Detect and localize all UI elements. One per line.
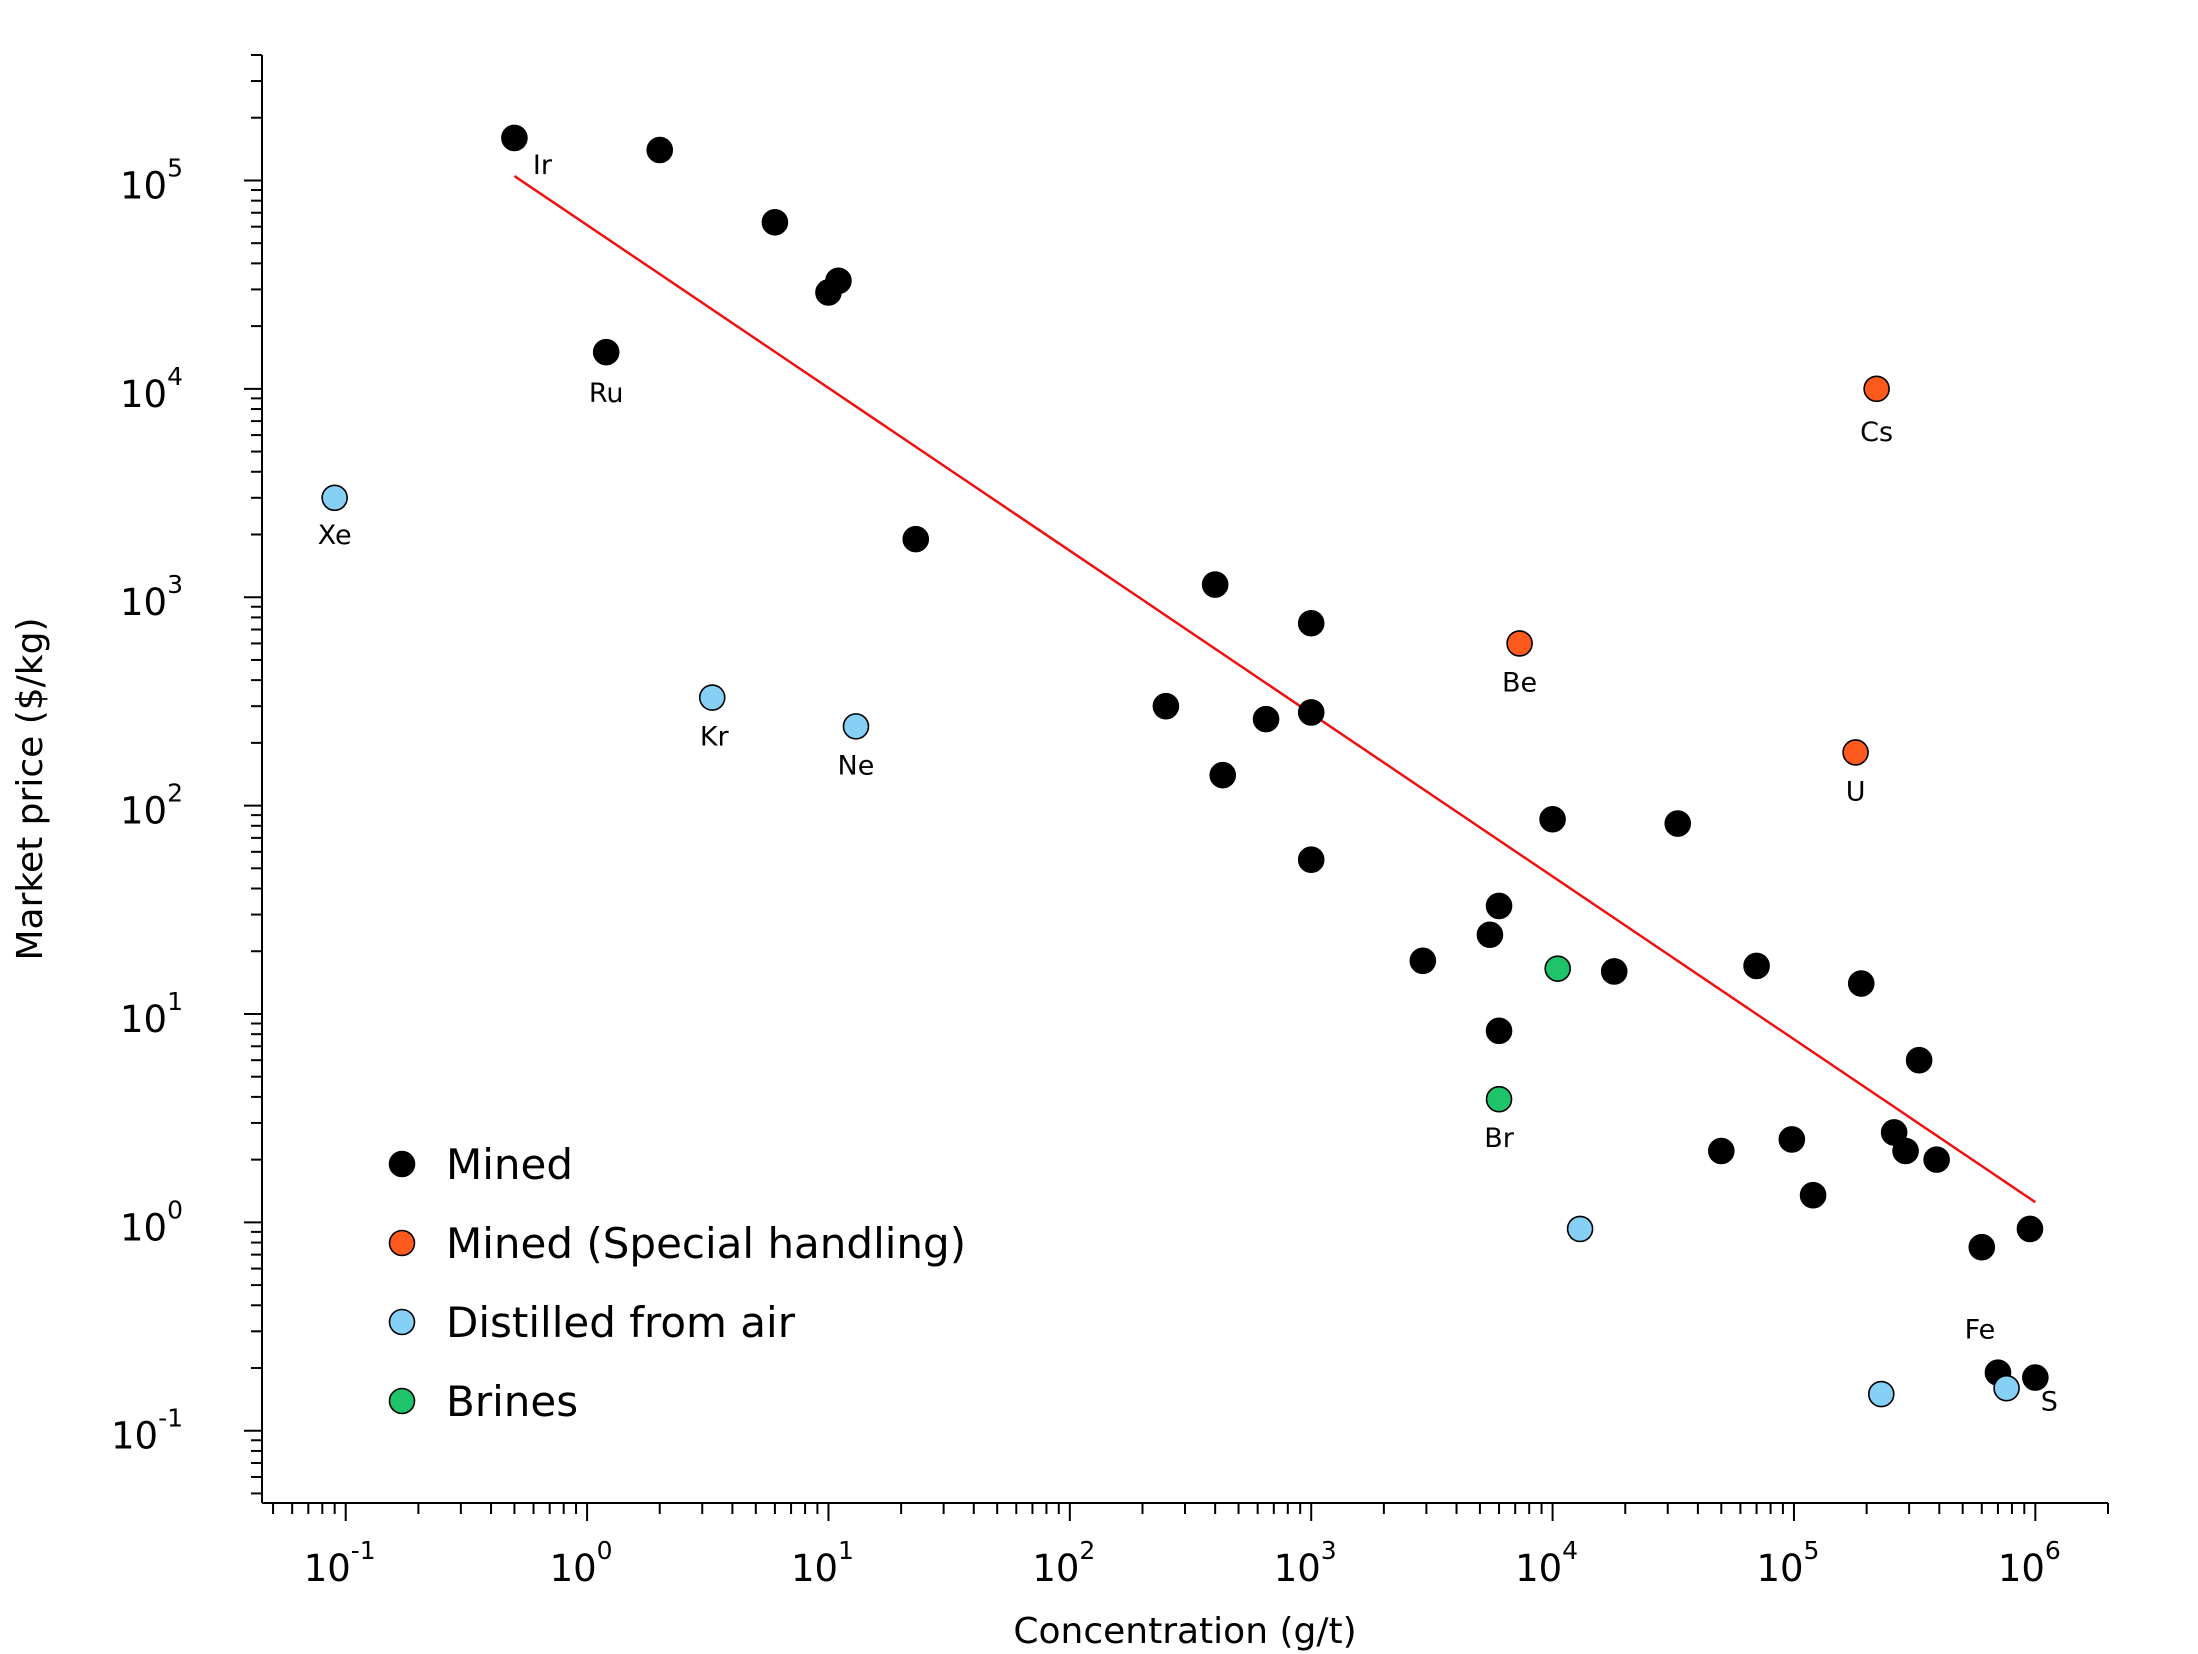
point-mined (1297, 609, 1325, 637)
point-mined (1968, 1233, 1996, 1261)
trendline (513, 175, 2037, 1204)
y-tick-label: 105 (120, 153, 183, 207)
point-mined (646, 136, 674, 164)
point-brines (1485, 1085, 1513, 1113)
point-distilled-from-air (1566, 1215, 1594, 1243)
x-tick-label: 104 (1515, 1536, 1578, 1590)
point-mined (1539, 805, 1566, 833)
legend-label: Distilled from air (446, 1298, 796, 1347)
legend-marker-mined-special-handling (388, 1229, 416, 1257)
point-label: Kr (700, 722, 730, 753)
point-mined-special-handling (1842, 739, 1869, 766)
point-mined (1485, 892, 1513, 920)
point-mined (1905, 1046, 1933, 1074)
point-mined (1485, 1017, 1513, 1045)
legend-marker-brines (388, 1387, 416, 1415)
point-mined (1409, 947, 1437, 975)
x-tick-label: 101 (791, 1536, 854, 1590)
point-mined (1923, 1146, 1950, 1173)
x-tick-label: 100 (550, 1536, 613, 1590)
point-distilled-from-air (321, 484, 348, 512)
point-label: S (2041, 1387, 2058, 1418)
point-mined (2016, 1215, 2044, 1243)
point-mined (2022, 1364, 2049, 1391)
point-mined (1847, 970, 1875, 997)
point-mined (1743, 952, 1770, 980)
x-tick-label: 106 (1998, 1536, 2061, 1590)
point-mined (501, 124, 528, 152)
x-tick-label: 105 (1756, 1536, 1819, 1590)
legend-label: Mined (446, 1140, 573, 1189)
point-distilled-from-air (698, 684, 726, 711)
x-axis-ticks: 10-1 100 101 102 103 104 105 106 (272, 1503, 2109, 1590)
point-mined (1297, 846, 1325, 874)
point-label: Ir (533, 150, 553, 181)
point-mined (902, 525, 930, 553)
axes (261, 55, 2108, 1504)
point-mined (1664, 810, 1692, 837)
point-mined (761, 208, 789, 236)
point-label: Fe (1965, 1315, 1996, 1346)
point-mined-special-handling (1506, 630, 1533, 657)
point-mined (1799, 1181, 1827, 1209)
legend-label: Mined (Special handling) (446, 1219, 966, 1268)
point-label: Xe (318, 520, 352, 551)
point-mined-special-handling (1863, 375, 1890, 403)
point-label: U (1846, 776, 1866, 807)
point-mined (1152, 692, 1180, 720)
point-mined (1209, 761, 1237, 789)
point-mined (1201, 571, 1229, 598)
point-distilled-from-air (842, 713, 870, 740)
y-tick-label: 100 (120, 1195, 183, 1249)
x-axis-title: Concentration (g/t) (1013, 1611, 1356, 1652)
point-mined (592, 338, 620, 366)
x-tick-label: 103 (1274, 1536, 1337, 1590)
legend: Mined Mined (Special handling) Distilled f… (388, 1140, 966, 1426)
x-tick-label: 10-1 (304, 1536, 376, 1590)
x-tick-label: 102 (1032, 1536, 1095, 1590)
point-mined (1252, 705, 1280, 733)
point-mined (1476, 921, 1504, 949)
y-axis-title: Market price ($/kg) (10, 617, 51, 960)
point-distilled-from-air (1867, 1380, 1895, 1408)
legend-marker-mined (388, 1150, 416, 1178)
legend-marker-distilled-from-air (388, 1308, 416, 1336)
point-mined (1778, 1126, 1806, 1153)
point-mined (815, 279, 842, 306)
point-distilled-from-air (1993, 1374, 2020, 1402)
point-label: Be (1502, 667, 1537, 698)
y-tick-label: 10-1 (111, 1404, 183, 1458)
legend-label: Brines (446, 1377, 578, 1426)
y-tick-label: 104 (120, 362, 183, 416)
y-tick-label: 101 (120, 987, 183, 1041)
point-label: Ne (838, 750, 875, 781)
point-label: Cs (1860, 417, 1893, 448)
trendline-group (513, 175, 2037, 1204)
y-tick-label: 103 (120, 570, 183, 624)
point-mined (1708, 1137, 1735, 1165)
y-axis-ticks: 10-1 100 101 102 103 104 105 (111, 54, 262, 1495)
data-points (321, 124, 2049, 1408)
point-label: Br (1484, 1123, 1515, 1154)
point-mined (1600, 958, 1628, 985)
point-mined (1892, 1137, 1919, 1165)
point-brines (1544, 955, 1572, 982)
point-label: Ru (589, 378, 624, 409)
y-tick-label: 102 (120, 779, 183, 833)
point-labels: Ir Ru Fe S Cs Be U Xe Kr Ne Br (318, 150, 2058, 1418)
point-mined (1297, 699, 1325, 726)
